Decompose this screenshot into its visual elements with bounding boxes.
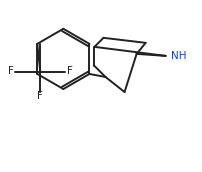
Text: F: F <box>8 66 14 76</box>
Text: F: F <box>66 66 72 76</box>
Text: F: F <box>37 92 43 101</box>
Text: NH: NH <box>170 51 185 61</box>
